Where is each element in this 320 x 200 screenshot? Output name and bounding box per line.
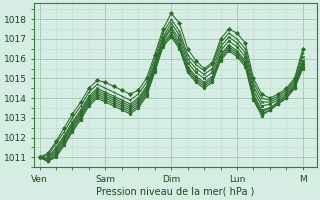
- X-axis label: Pression niveau de la mer( hPa ): Pression niveau de la mer( hPa ): [96, 187, 254, 197]
